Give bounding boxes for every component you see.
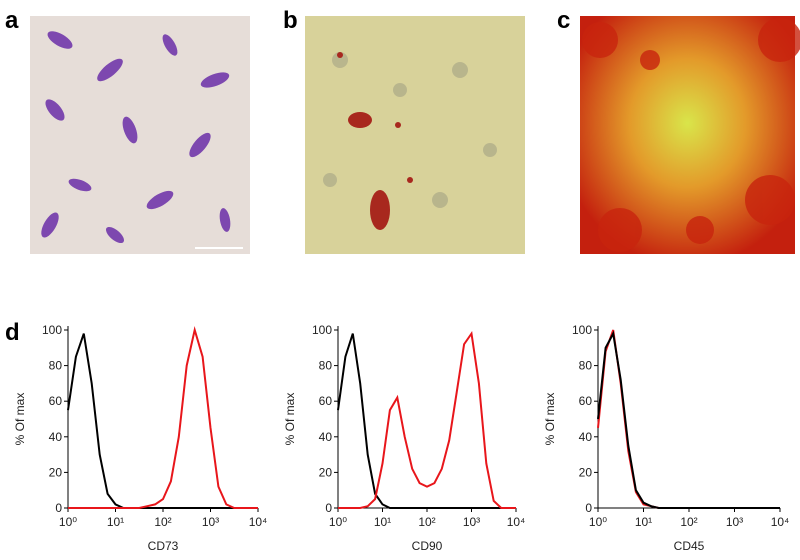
x-tick-label: 10³ — [202, 515, 219, 529]
x-tick-label: 10¹ — [107, 515, 124, 529]
y-tick-label: 80 — [319, 359, 333, 373]
image-a — [30, 16, 250, 254]
histogram-line — [67, 333, 258, 509]
histogram-line — [337, 333, 516, 509]
y-axis-label: % Of max — [283, 393, 297, 446]
y-tick-label: 60 — [319, 394, 333, 408]
panel-label: a — [5, 7, 19, 34]
x-tick-label: 10² — [418, 515, 435, 529]
y-tick-label: 80 — [49, 359, 63, 373]
y-tick-label: 0 — [585, 501, 592, 515]
x-tick-label: 10⁰ — [329, 515, 347, 529]
y-tick-label: 60 — [49, 394, 63, 408]
y-tick-label: 80 — [579, 359, 593, 373]
x-axis-label: CD73 — [148, 539, 179, 553]
y-tick-label: 100 — [42, 323, 62, 337]
y-tick-label: 60 — [579, 394, 593, 408]
y-tick-label: 0 — [55, 501, 62, 515]
panel-label: c — [557, 7, 570, 34]
x-axis-label: CD90 — [412, 539, 443, 553]
y-axis-label: % Of max — [543, 393, 557, 446]
y-tick-label: 20 — [49, 465, 63, 479]
y-tick-label: 20 — [319, 465, 333, 479]
x-axis-label: CD45 — [674, 539, 705, 553]
y-tick-label: 100 — [572, 323, 592, 337]
x-tick-label: 10⁴ — [507, 515, 526, 529]
x-tick-label: 10¹ — [635, 515, 652, 529]
x-tick-label: 10² — [680, 515, 697, 529]
x-tick-label: 10⁴ — [771, 515, 790, 529]
x-tick-label: 10⁴ — [249, 515, 268, 529]
y-axis-label: % Of max — [13, 393, 27, 446]
y-tick-label: 100 — [312, 323, 332, 337]
image-c — [580, 16, 800, 254]
y-tick-label: 40 — [319, 430, 333, 444]
image-b — [305, 16, 525, 254]
panel-label: b — [283, 7, 298, 34]
panel-label: d — [5, 319, 20, 346]
x-tick-label: 10² — [154, 515, 171, 529]
histogram-line — [338, 330, 516, 509]
x-tick-label: 10³ — [726, 515, 743, 529]
histogram-line — [597, 330, 780, 509]
y-tick-label: 20 — [579, 465, 593, 479]
y-tick-label: 40 — [49, 430, 63, 444]
y-tick-label: 40 — [579, 430, 593, 444]
x-tick-label: 10⁰ — [59, 515, 77, 529]
histogram-line — [68, 326, 258, 509]
y-tick-label: 0 — [325, 501, 332, 515]
x-tick-label: 10¹ — [374, 515, 391, 529]
x-tick-label: 10⁰ — [589, 515, 607, 529]
x-tick-label: 10³ — [463, 515, 480, 529]
